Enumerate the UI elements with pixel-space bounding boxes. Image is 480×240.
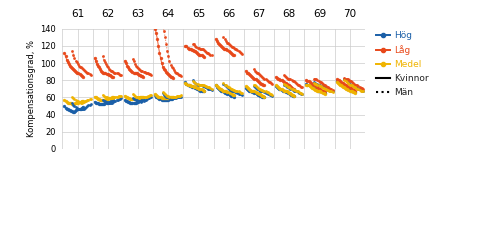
Y-axis label: Kompensationsgrad, %: Kompensationsgrad, % [27,40,36,137]
Legend: Hög, Låg, Medel, Kvinnor, Män: Hög, Låg, Medel, Kvinnor, Män [372,27,432,100]
